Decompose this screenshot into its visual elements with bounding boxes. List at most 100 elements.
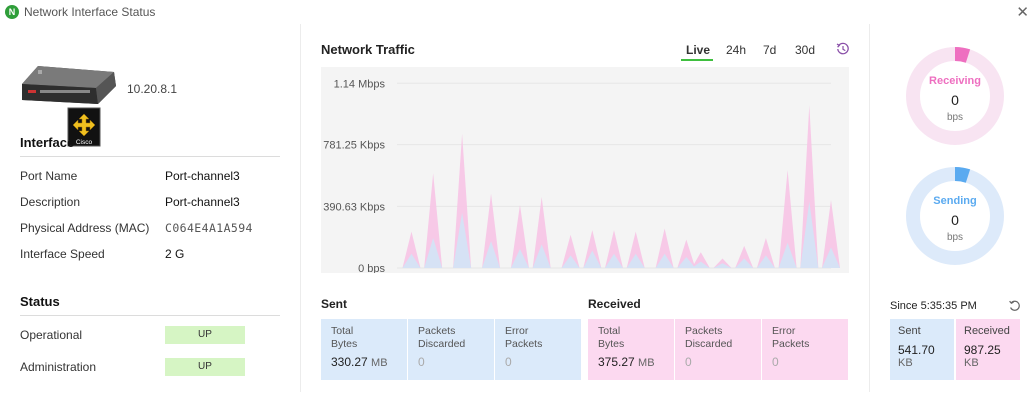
received-traffic-area bbox=[402, 231, 421, 268]
received-total-bytes-unit: MB bbox=[638, 357, 655, 369]
mac-value: C064E4A1A594 bbox=[165, 221, 253, 235]
sent-traffic-area bbox=[424, 238, 443, 268]
received-traffic-area bbox=[561, 234, 580, 268]
received-error-packets-value: 0 bbox=[772, 355, 779, 369]
panel-divider-left bbox=[300, 24, 301, 392]
router-device-icon: Cisco bbox=[22, 66, 116, 147]
received-traffic-area bbox=[605, 230, 623, 268]
sent-traffic-area bbox=[402, 253, 421, 268]
sent-traffic-area bbox=[691, 261, 710, 268]
sent-total-bytes-label: Total Bytes bbox=[331, 325, 358, 350]
sent-traffic-area bbox=[561, 255, 580, 268]
since-sent-unit: KB bbox=[898, 357, 913, 369]
interface-heading: Interface bbox=[20, 135, 75, 150]
gauge-level bbox=[954, 47, 971, 63]
received-traffic-area bbox=[756, 238, 775, 268]
cisco-badge-text: Cisco bbox=[76, 139, 93, 146]
status-heading: Status bbox=[20, 294, 60, 309]
active-tab-indicator bbox=[681, 59, 713, 61]
status-divider bbox=[20, 315, 280, 316]
sending-label: Sending bbox=[933, 195, 977, 207]
y-tick-label: 781.25 Kbps bbox=[323, 140, 385, 152]
y-tick-label: 1.14 Mbps bbox=[334, 78, 386, 90]
received-total-bytes-value: 375.27 bbox=[598, 355, 635, 369]
received-packets-discarded-card: Packets Discarded 0 bbox=[675, 319, 761, 380]
sent-traffic-area bbox=[605, 253, 623, 268]
sent-packets-discarded-value: 0 bbox=[418, 355, 425, 369]
close-icon[interactable]: ✕ bbox=[1016, 4, 1029, 21]
reset-icon[interactable] bbox=[1008, 299, 1022, 313]
received-traffic-area bbox=[655, 228, 674, 268]
speed-value: 2 G bbox=[165, 247, 185, 261]
device-ip: 10.20.8.1 bbox=[127, 82, 178, 96]
description-label: Description bbox=[20, 195, 81, 209]
history-icon[interactable] bbox=[836, 42, 850, 56]
received-packets-discarded-label: Packets Discarded bbox=[685, 325, 733, 350]
sent-total-bytes-value: 330.27 bbox=[331, 355, 368, 369]
panel-divider-right bbox=[869, 24, 870, 392]
sent-error-packets-card: Error Packets 0 bbox=[495, 319, 581, 380]
tab-24h[interactable]: 24h bbox=[726, 43, 747, 57]
received-traffic-area bbox=[583, 230, 602, 268]
description-value: Port-channel3 bbox=[165, 195, 240, 209]
sent-total-bytes-card: Total Bytes 330.27 MB bbox=[321, 319, 407, 380]
sending-value: 0 bbox=[951, 212, 959, 228]
sent-packets-discarded-card: Packets Discarded 0 bbox=[408, 319, 494, 380]
sent-traffic-area bbox=[655, 253, 674, 268]
sent-traffic-area bbox=[482, 241, 501, 268]
app-logo-icon: N bbox=[5, 5, 19, 19]
sent-traffic-area bbox=[778, 242, 797, 268]
sent-traffic-area bbox=[453, 212, 472, 268]
tab-30d[interactable]: 30d bbox=[795, 43, 816, 57]
since-received-label: Received bbox=[964, 325, 1010, 337]
since-sent-label: Sent bbox=[898, 325, 921, 337]
sent-traffic-area bbox=[677, 256, 696, 268]
since-sent-value: 541.70 bbox=[898, 343, 935, 357]
receiving-value: 0 bbox=[951, 92, 959, 108]
sent-packets-discarded-label: Packets Discarded bbox=[418, 325, 466, 350]
received-traffic-area bbox=[800, 105, 819, 268]
tab-7d[interactable]: 7d bbox=[763, 43, 777, 57]
received-traffic-area bbox=[691, 252, 710, 268]
received-traffic-area bbox=[677, 239, 696, 268]
sent-traffic-area bbox=[713, 263, 732, 268]
sent-traffic-area bbox=[800, 201, 819, 268]
sent-traffic-area bbox=[510, 249, 529, 268]
received-total-bytes-label: Total Bytes bbox=[598, 325, 625, 350]
interface-divider bbox=[20, 156, 280, 157]
since-timestamp: Since 5:35:35 PM bbox=[890, 300, 977, 312]
since-received-value: 987.25 bbox=[964, 343, 1001, 357]
title-bar: N Network Interface Status ✕ bbox=[0, 0, 1035, 24]
received-heading: Received bbox=[588, 297, 641, 311]
sent-error-packets-label: Error Packets bbox=[505, 325, 543, 350]
administration-status-badge: UP bbox=[165, 358, 245, 376]
received-traffic-area bbox=[626, 231, 645, 268]
since-sent-card: Sent 541.70 KB bbox=[890, 319, 954, 380]
received-traffic-area bbox=[482, 193, 501, 268]
since-received-unit: KB bbox=[964, 357, 979, 369]
sent-traffic-area bbox=[735, 258, 754, 268]
sent-traffic-area bbox=[626, 253, 645, 268]
received-traffic-area bbox=[822, 200, 840, 268]
device-info-panel: Cisco 10.20.8.1 Interface Port Name Port… bbox=[0, 24, 300, 404]
gauge-level bbox=[954, 167, 971, 183]
sent-total-bytes-unit: MB bbox=[371, 357, 388, 369]
mac-label: Physical Address (MAC) bbox=[20, 221, 150, 235]
sent-traffic-area bbox=[756, 255, 775, 268]
received-traffic-area bbox=[510, 204, 529, 268]
administration-label: Administration bbox=[20, 360, 97, 374]
speed-label: Interface Speed bbox=[20, 247, 105, 261]
sent-traffic-area bbox=[583, 250, 602, 268]
received-total-bytes-card: Total Bytes 375.27 MB bbox=[588, 319, 674, 380]
sent-traffic-area bbox=[532, 244, 551, 268]
sent-traffic-area bbox=[822, 247, 840, 268]
sent-heading: Sent bbox=[321, 297, 348, 311]
received-error-packets-label: Error Packets bbox=[772, 325, 810, 350]
sending-gauge bbox=[906, 167, 1004, 265]
tab-live[interactable]: Live bbox=[686, 43, 711, 57]
sending-unit: bps bbox=[946, 232, 964, 243]
realtime-panel: Receiving 0 bps Sending 0 bps Since 5:35… bbox=[870, 24, 1035, 404]
operational-status-badge: UP bbox=[165, 326, 245, 344]
